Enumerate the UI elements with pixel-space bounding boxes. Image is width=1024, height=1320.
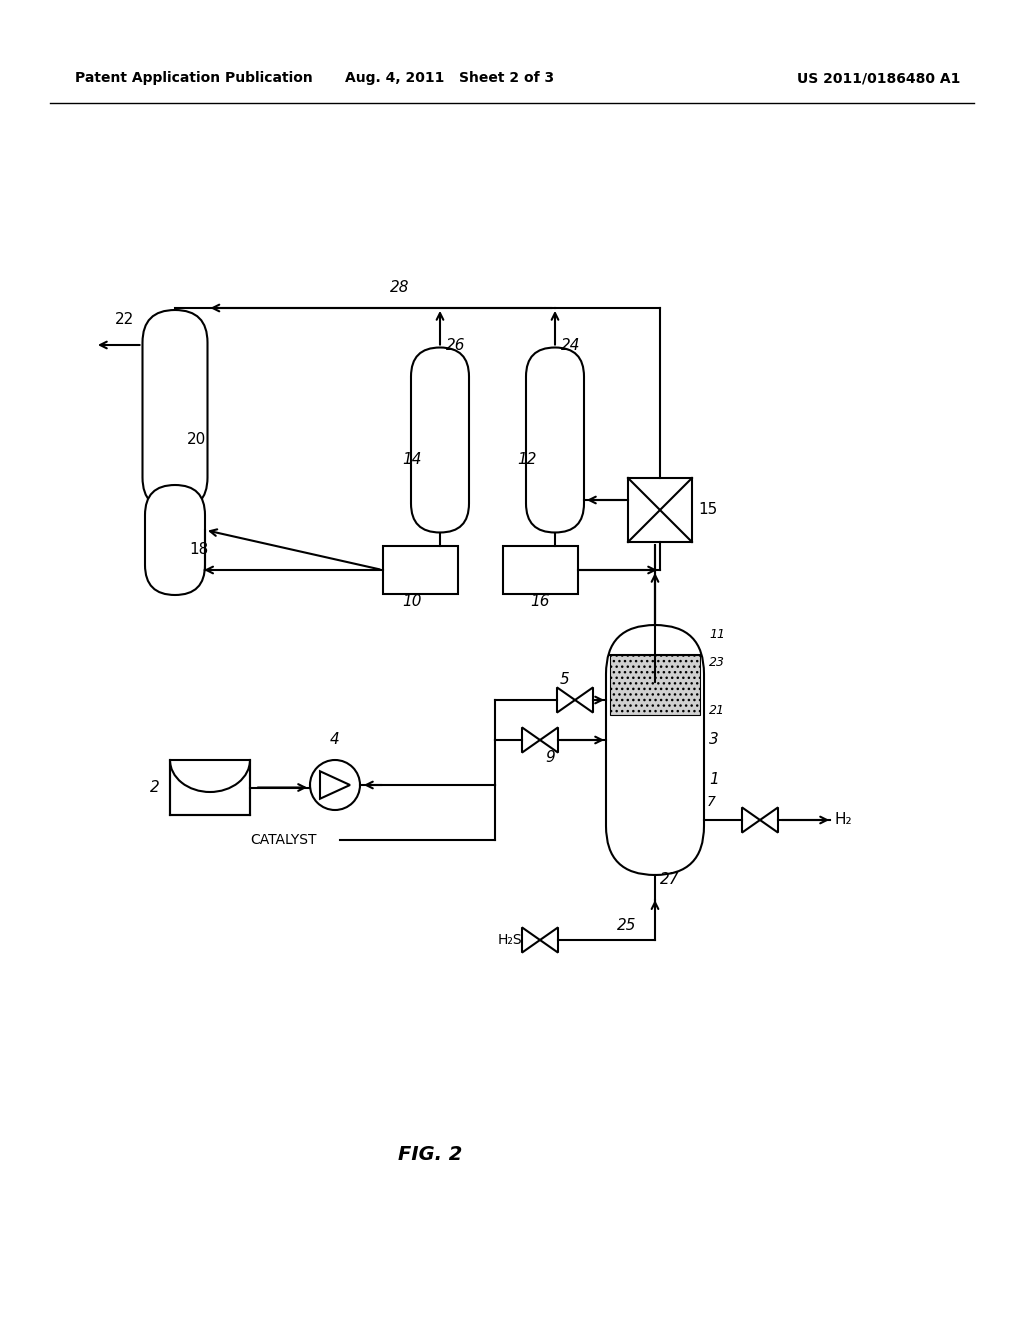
Text: 27: 27 (660, 873, 680, 887)
Text: Aug. 4, 2011   Sheet 2 of 3: Aug. 4, 2011 Sheet 2 of 3 (345, 71, 555, 84)
Text: H₂S: H₂S (498, 933, 522, 946)
Text: Patent Application Publication: Patent Application Publication (75, 71, 312, 84)
Text: 9: 9 (545, 751, 555, 766)
Text: 24: 24 (561, 338, 581, 352)
Bar (170, 760, 250, 814)
FancyBboxPatch shape (411, 347, 469, 532)
Text: 22: 22 (115, 313, 134, 327)
Text: H₂: H₂ (835, 813, 853, 828)
Bar (383, 546, 458, 594)
Bar (503, 546, 578, 594)
FancyBboxPatch shape (526, 347, 584, 532)
Text: 10: 10 (402, 594, 422, 610)
Text: 4: 4 (330, 733, 340, 747)
Text: 28: 28 (390, 281, 410, 296)
FancyBboxPatch shape (606, 624, 705, 875)
Text: 3: 3 (709, 733, 719, 747)
Text: 26: 26 (446, 338, 466, 352)
Text: 11: 11 (709, 628, 725, 642)
Text: 23: 23 (709, 656, 725, 669)
Text: 14: 14 (402, 453, 422, 467)
Text: 5: 5 (560, 672, 569, 688)
Text: 7: 7 (707, 795, 716, 809)
Text: 15: 15 (698, 503, 717, 517)
Text: 16: 16 (530, 594, 550, 610)
Text: 25: 25 (617, 917, 637, 932)
Bar (628, 478, 692, 543)
FancyBboxPatch shape (142, 310, 208, 510)
Text: 1: 1 (709, 772, 719, 788)
FancyBboxPatch shape (145, 484, 205, 595)
Bar (610, 655, 700, 715)
Text: 2: 2 (150, 780, 160, 795)
Text: US 2011/0186480 A1: US 2011/0186480 A1 (797, 71, 961, 84)
Text: 20: 20 (187, 433, 206, 447)
Text: CATALYST: CATALYST (250, 833, 316, 847)
Text: 21: 21 (709, 704, 725, 717)
Text: 18: 18 (189, 543, 208, 557)
Text: FIG. 2: FIG. 2 (397, 1146, 462, 1164)
Text: 12: 12 (517, 453, 537, 467)
